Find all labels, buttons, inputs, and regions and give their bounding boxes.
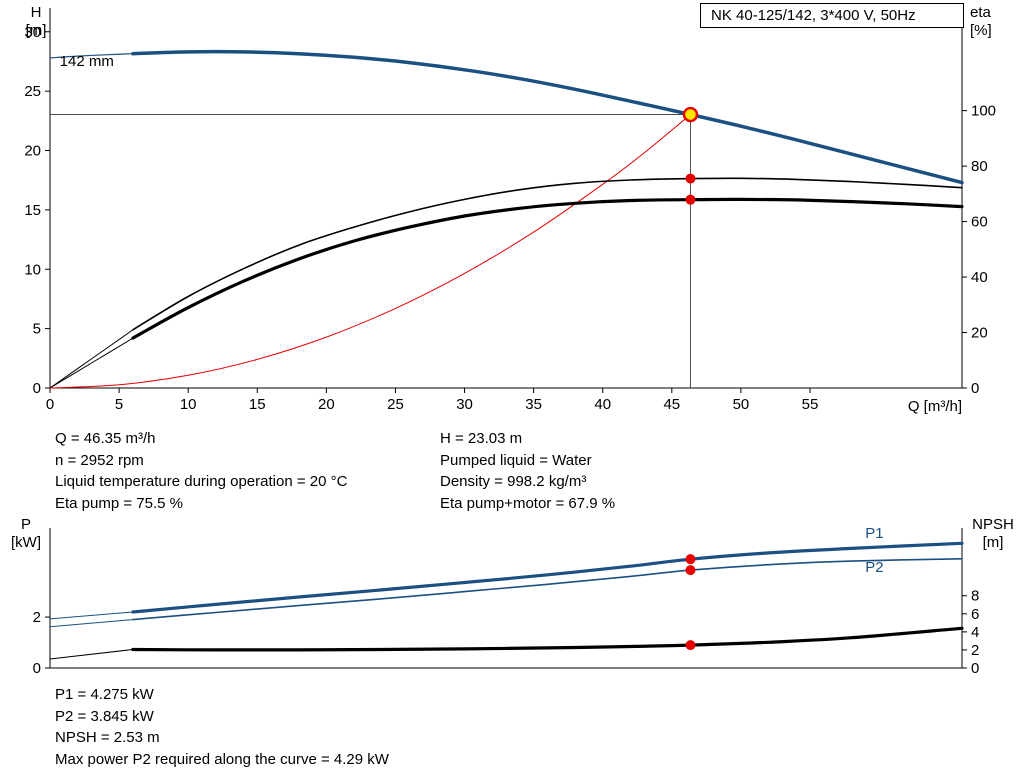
npsh-axis-symbol: NPSH — [972, 516, 1014, 533]
p1-lead-curve — [49, 611, 134, 620]
y-right-tick-label: 60 — [971, 214, 988, 231]
p-axis-symbol: P — [20, 516, 31, 533]
info-line-q: Q = 46.35 m³/h — [55, 430, 156, 447]
x-tick-label: 0 — [46, 396, 54, 413]
duty-point-marker — [682, 106, 699, 123]
eta-pump-marker — [685, 173, 696, 184]
p2-marker — [685, 565, 696, 576]
y-right-tick-label: 8 — [971, 588, 979, 605]
info-line-density: Density = 998.2 kg/m³ — [440, 473, 587, 490]
eta-axis-header: eta [%] — [970, 4, 1014, 40]
q-axis-label: Q [m³/h] — [907, 398, 962, 415]
qh-eta-chart: 0 5 10 15 20 25 30 0 20 40 60 80 100 0 5 10 15 20 25 30 35 40… — [24, 8, 996, 413]
p2-lead-curve — [49, 619, 134, 628]
duty-info-left-column: Q = 46.35 m³/h n = 2952 rpm Liquid tempe… — [55, 428, 347, 514]
y-left-tick-label: 15 — [24, 202, 41, 219]
x-tick-label: 50 — [733, 396, 750, 413]
impeller-diameter-label: 142 mm — [60, 53, 114, 70]
eta-pump-lead-curve — [49, 329, 134, 389]
eta-pump-curve — [132, 177, 963, 331]
npsh-lead-curve — [49, 649, 134, 660]
x-tick-label: 25 — [387, 396, 404, 413]
y-right-tick-label: 4 — [971, 624, 979, 641]
info-line-p1: P1 = 4.275 kW — [55, 686, 154, 703]
y-left-tick-label: 25 — [24, 83, 41, 100]
h-axis-symbol: H — [30, 4, 42, 21]
eta-pump-motor-curve — [131, 197, 964, 340]
p2-curve-label: P2 — [865, 559, 883, 576]
info-line-eta-pump: Eta pump = 75.5 % — [55, 494, 183, 512]
eta-axis-unit: [%] — [970, 22, 992, 39]
eta-pump-motor-marker — [685, 194, 696, 205]
info-line-liquid: Pumped liquid = Water — [440, 451, 592, 469]
info-line-max-p2: Max power P2 required along the curve = … — [55, 750, 389, 768]
y-right-tick-label: 100 — [971, 103, 996, 120]
npsh-curve — [131, 626, 964, 652]
pump-title-box: NK 40-125/142, 3*400 V, 50Hz — [700, 3, 964, 28]
x-tick-label: 10 — [180, 396, 197, 413]
npsh-marker — [685, 640, 696, 651]
p1-curve — [131, 541, 964, 614]
npsh-axis-unit: [m] — [982, 534, 1004, 551]
y-left-tick-label: 2 — [33, 609, 41, 626]
eta-pump-motor-lead-curve — [49, 337, 134, 389]
eta-axis-symbol: eta — [970, 4, 991, 21]
duty-info-right-column: H = 23.03 m Pumped liquid = Water Densit… — [440, 428, 615, 514]
x-tick-label: 5 — [115, 396, 123, 413]
x-tick-label: 45 — [663, 396, 680, 413]
y-right-tick-label: 6 — [971, 606, 979, 623]
h-axis-unit: [m] — [25, 22, 47, 39]
info-line-npsh: NPSH = 2.53 m — [55, 729, 160, 746]
info-line-p2: P2 = 3.845 kW — [55, 707, 154, 725]
y-right-tick-label: 2 — [971, 642, 979, 659]
y-left-tick-label: 0 — [33, 380, 41, 397]
info-line-head: H = 23.03 m — [440, 430, 523, 447]
p-axis-unit: [kW] — [11, 534, 41, 551]
power-info-block: P1 = 4.275 kW P2 = 3.845 kW NPSH = 2.53 … — [55, 684, 389, 770]
x-tick-label: 55 — [802, 396, 819, 413]
info-line-eta-pump-motor: Eta pump+motor = 67.9 % — [440, 494, 616, 512]
h-axis-header: H [m] — [18, 4, 54, 40]
y-left-tick-label: 10 — [24, 261, 41, 278]
x-tick-label: 20 — [318, 396, 335, 413]
p1-marker — [685, 554, 696, 565]
x-tick-label: 15 — [249, 396, 266, 413]
p2-curve — [132, 558, 963, 621]
qh-142mm-curve — [131, 49, 964, 185]
info-line-speed: n = 2952 rpm — [55, 451, 144, 469]
p1-curve-label: P1 — [865, 525, 883, 542]
y-right-tick-label: 0 — [971, 380, 979, 397]
p-axis-header: P [kW] — [6, 516, 46, 552]
y-right-tick-label: 80 — [971, 158, 988, 175]
y-left-tick-label: 30 — [24, 24, 41, 41]
x-tick-label: 30 — [456, 396, 473, 413]
info-line-temperature: Liquid temperature during operation = 20… — [55, 473, 348, 490]
npsh-axis-header: NPSH [m] — [966, 516, 1020, 552]
y-left-tick-label: 20 — [24, 143, 41, 160]
affinity-curve-curve — [49, 114, 691, 389]
y-right-tick-label: 40 — [971, 269, 988, 286]
y-left-tick-label: 0 — [33, 660, 41, 677]
qh-142mm-lead-curve — [49, 53, 134, 59]
x-tick-label: 35 — [525, 396, 542, 413]
y-right-tick-label: 0 — [971, 660, 979, 677]
y-right-tick-label: 20 — [971, 325, 988, 342]
x-tick-label: 40 — [594, 396, 611, 413]
y-left-tick-label: 5 — [33, 321, 41, 338]
